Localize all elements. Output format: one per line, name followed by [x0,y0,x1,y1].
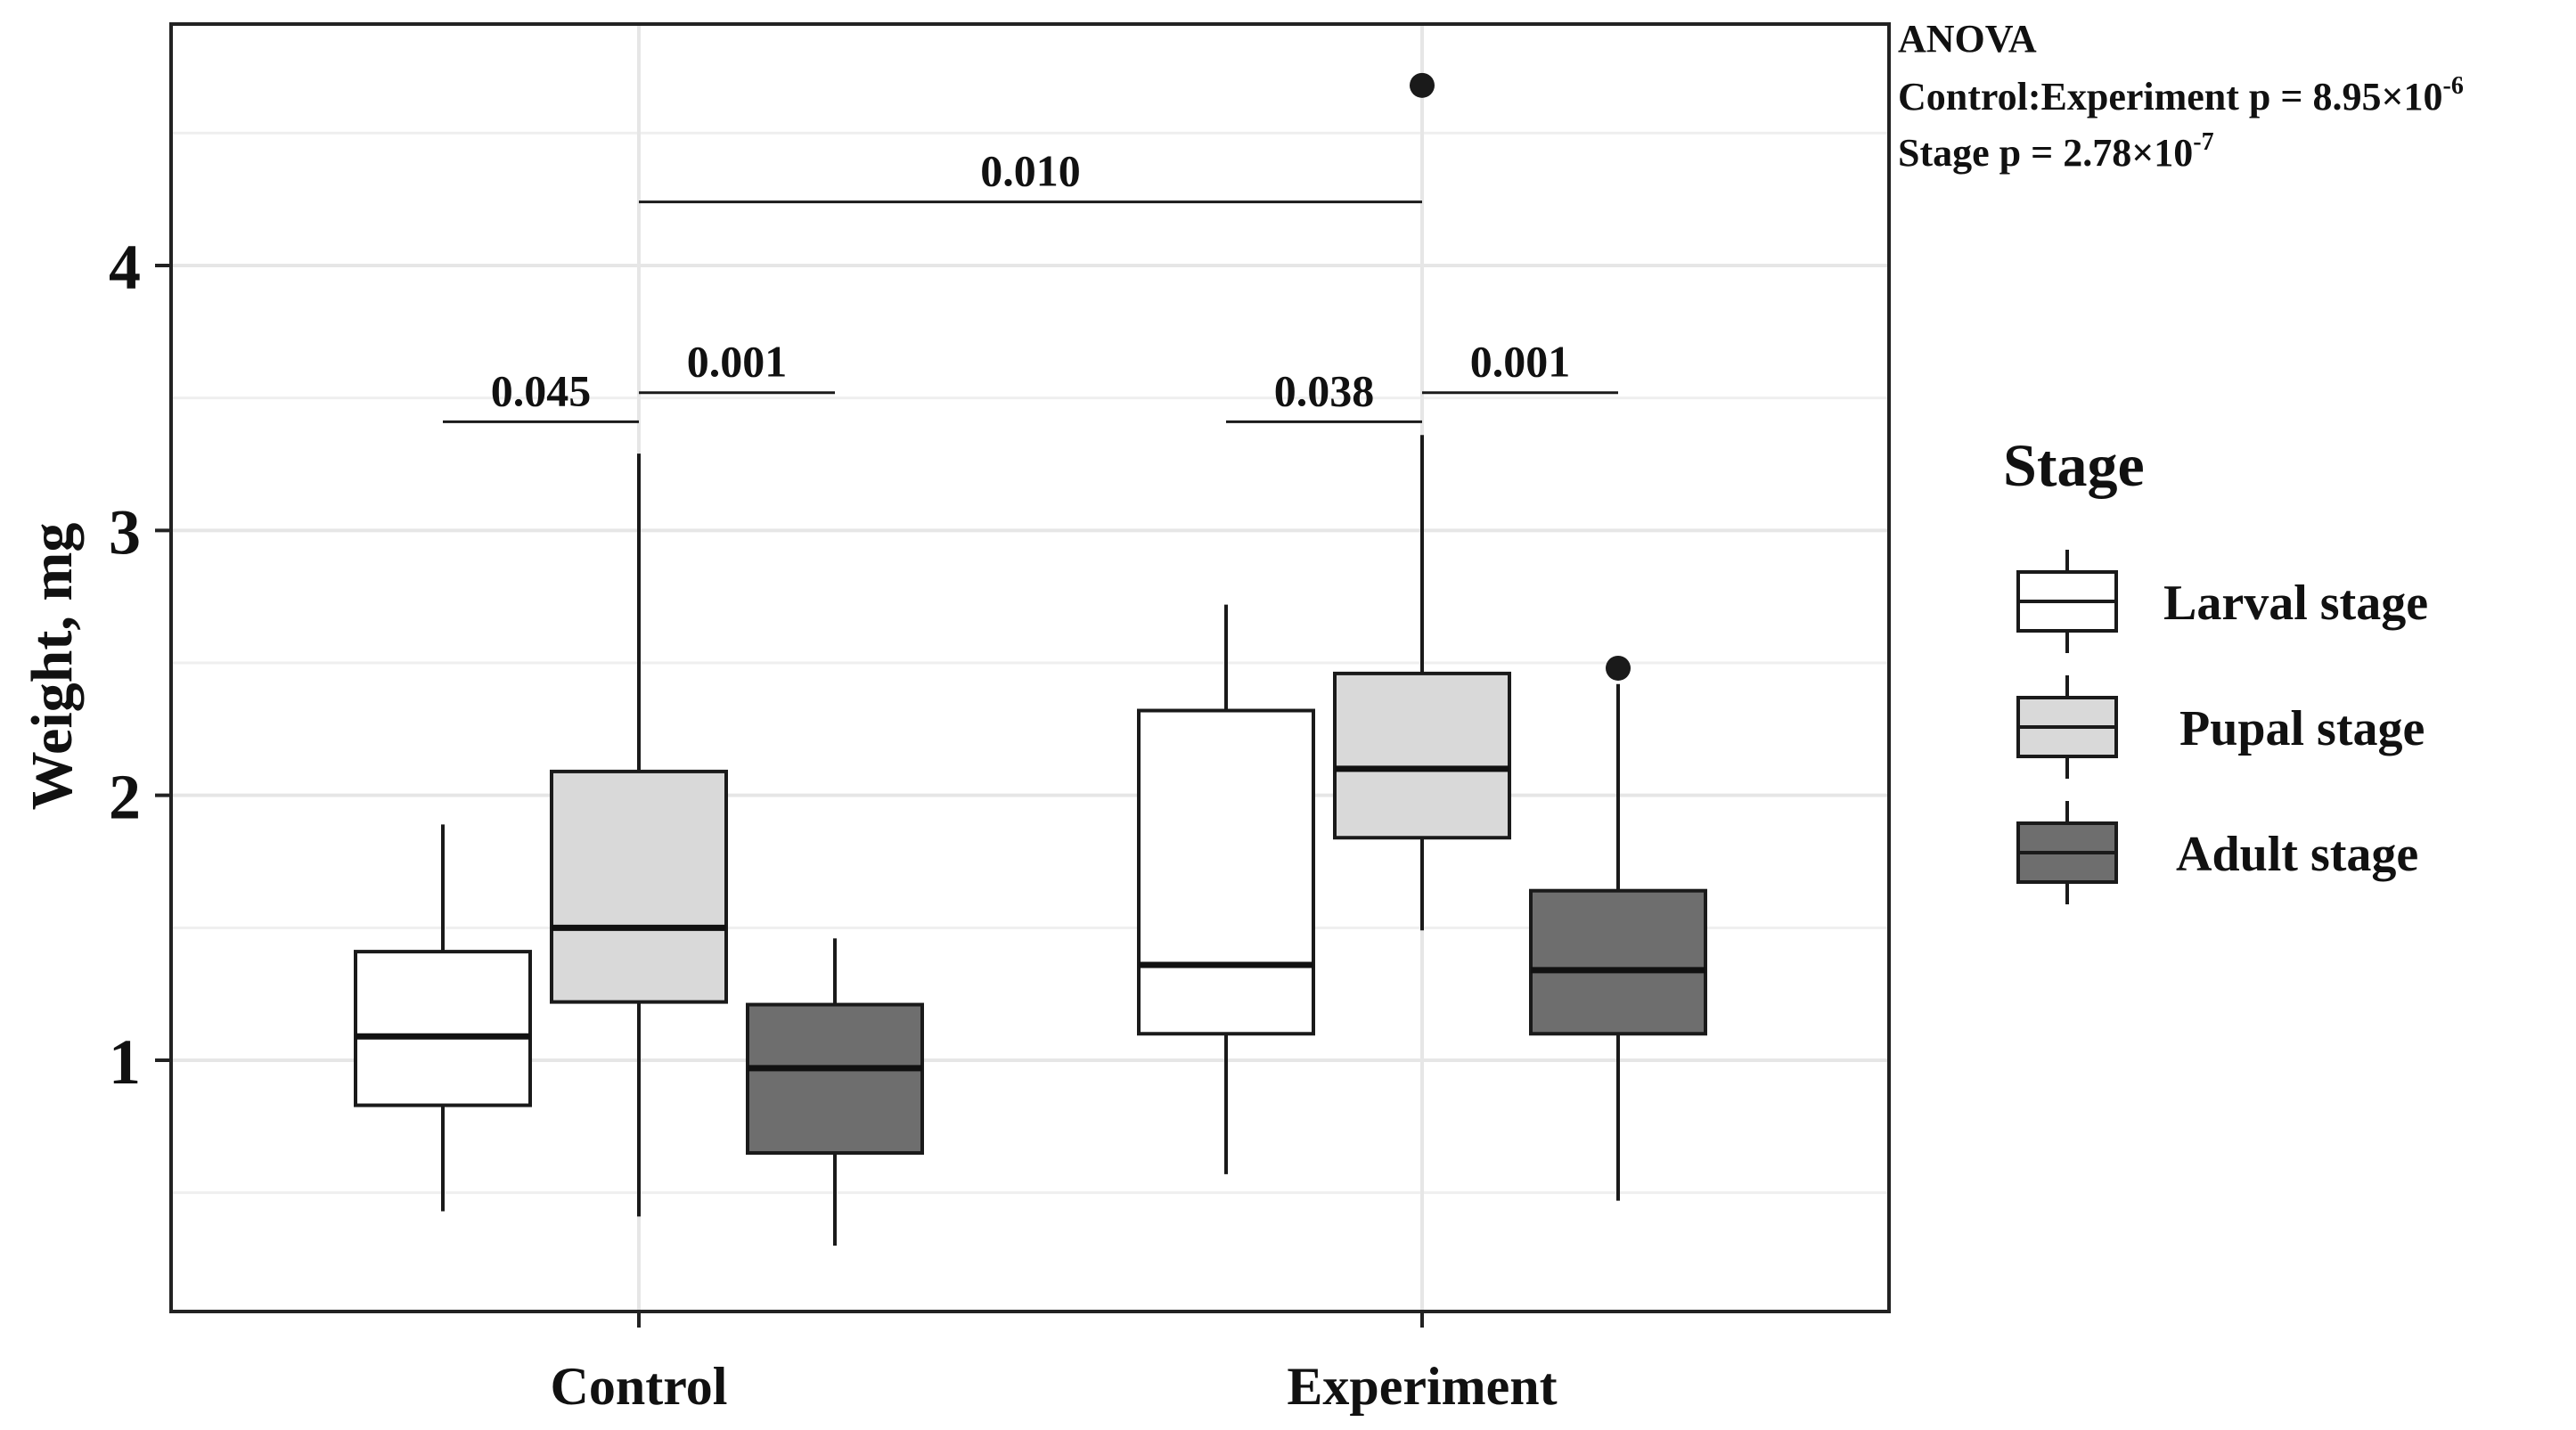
box-iqr [746,1002,924,1156]
anova-exponent: -6 [2443,72,2464,100]
boxplot-adult-experiment [1529,655,1707,1201]
x-tick-label: Experiment [1287,1357,1557,1416]
boxplot-larval-control [354,824,532,1212]
legend-label: Pupal stage [2179,701,2425,756]
significance-bracket: 0.010 [639,146,1422,204]
axes: 1 2 3 4 Control Experiment [109,232,1558,1416]
anova-line: Stage p = 2.78×10-7 [1898,128,2214,175]
significance-p-value: 0.001 [1470,337,1571,387]
anova-line: Control:Experiment p = 8.95×10-6 [1898,72,2464,118]
anova-annotation: ANOVA Control:Experiment p = 8.95×10-6 Sta… [1898,17,2464,175]
anova-text: Control:Experiment p = 8.95×10 [1898,75,2443,118]
anova-text: ANOVA [1898,17,2037,61]
significance-p-value: 0.045 [491,365,592,415]
box-iqr [1333,671,1511,840]
legend-entry: Adult stage [2016,801,2418,904]
boxplot-pupal-experiment [1333,72,1511,931]
outlier-point [1410,72,1435,98]
boxplot-pupal-control [550,454,728,1217]
y-tick-label: 2 [109,762,141,833]
y-tick-label: 4 [109,232,141,303]
anova-line: ANOVA [1898,17,2037,61]
x-tick-label: Control [551,1357,728,1416]
box-plots [354,72,1707,1246]
significance-bracket: 0.038 [1226,365,1422,423]
outlier-point [1606,655,1631,681]
significance-p-value: 0.038 [1274,365,1375,415]
significance-bracket: 0.001 [1422,337,1618,395]
anova-exponent: -7 [2193,128,2213,156]
plot-panel-border [169,22,1891,1313]
box-iqr [354,950,532,1107]
legend-label: Larval stage [2163,576,2428,631]
box-iqr [1137,708,1315,1036]
significance-bracket: 0.001 [639,337,835,395]
significance-brackets: 0.010 0.045 0.001 0.038 0.001 [443,146,1618,423]
grid-lines [171,24,1889,1312]
legend-title: Stage [2003,431,2145,499]
boxplot-larval-experiment [1137,604,1315,1174]
legend-label: Adult stage [2176,827,2418,882]
anova-text: Stage p = 2.78×10 [1898,131,2193,175]
y-tick-label: 3 [109,496,141,568]
significance-p-value: 0.010 [980,146,1081,196]
y-axis-title: Weight, mg [20,523,85,811]
box-iqr [550,769,728,1004]
significance-bracket: 0.045 [443,365,639,423]
box-iqr [1529,888,1707,1036]
boxplot-adult-control [746,938,924,1246]
legend-entry: Pupal stage [2016,675,2425,779]
legend-entry: Larval stage [2016,550,2428,653]
significance-p-value: 0.001 [687,337,788,387]
legend: Stage Larval stage Pupal stage Adult stage [2003,431,2428,904]
y-tick-label: 1 [109,1026,141,1098]
